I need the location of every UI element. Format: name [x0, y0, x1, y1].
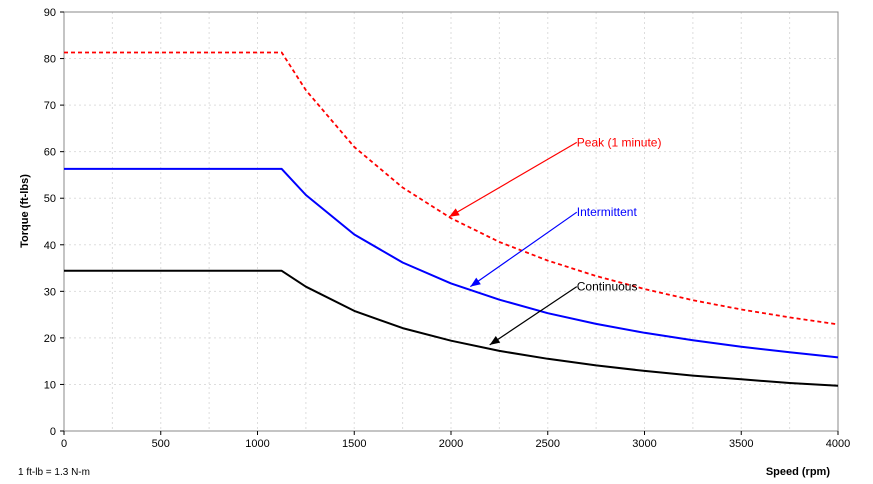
annotation-arrow-line — [489, 286, 578, 346]
annotation-label: Continuous — [577, 280, 638, 294]
y-tick-label: 70 — [44, 100, 56, 112]
y-tick-label: 60 — [44, 147, 56, 159]
series-lines — [64, 51, 839, 387]
annotation-arrow-line — [448, 141, 578, 218]
annotation-arrowhead — [470, 277, 481, 287]
x-tick-label: 1500 — [342, 438, 366, 450]
x-tick-label: 2500 — [536, 438, 560, 450]
series-line-intermittent — [64, 167, 839, 359]
annotation-label: Intermittent — [577, 205, 638, 219]
annotation-label: Peak (1 minute) — [577, 135, 662, 149]
grid — [64, 12, 838, 431]
y-tick-label: 80 — [44, 54, 56, 66]
annotations: Peak (1 minute) Intermittent Continuous — [448, 135, 662, 346]
y-tick-label: 0 — [50, 426, 56, 438]
x-tick-label: 0 — [61, 438, 67, 450]
y-tick-label: 10 — [44, 379, 56, 391]
annotation-arrowhead — [449, 208, 460, 217]
y-axis-label: Torque (ft-lbs) — [19, 174, 31, 248]
y-tick-label: 90 — [44, 7, 56, 19]
x-axis-ticks: 0 500 1000 1500 2000 2500 3000 3500 4000 — [61, 431, 850, 450]
y-tick-label: 30 — [44, 286, 56, 298]
annotation-arrow-line — [470, 211, 578, 288]
annotation-arrowhead — [489, 335, 501, 345]
series-line-continuous — [64, 269, 839, 387]
series-line-peak-1-minute — [64, 51, 839, 326]
x-axis-label: Speed (rpm) — [766, 466, 831, 478]
y-tick-label: 40 — [44, 240, 56, 252]
x-tick-label: 3500 — [729, 438, 753, 450]
y-tick-label: 20 — [44, 333, 56, 345]
unit-conversion-note: 1 ft-lb = 1.3 N-m — [18, 467, 90, 478]
x-tick-label: 500 — [152, 438, 170, 450]
x-tick-label: 4000 — [826, 438, 850, 450]
x-tick-label: 2000 — [439, 438, 463, 450]
x-tick-label: 3000 — [632, 438, 656, 450]
y-axis-ticks: 0 10 20 30 40 50 60 70 80 90 — [44, 7, 64, 438]
x-tick-label: 1000 — [245, 438, 269, 450]
y-tick-label: 50 — [44, 193, 56, 205]
